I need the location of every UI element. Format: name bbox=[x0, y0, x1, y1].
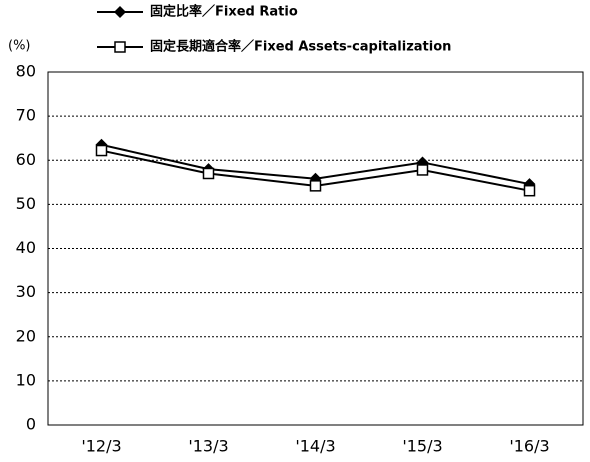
plot-frame bbox=[47, 71, 584, 426]
legend-label: 固定長期適合率／Fixed Assets-capitalization bbox=[150, 39, 451, 55]
y-tick-label: 80 bbox=[16, 62, 36, 81]
point bbox=[309, 180, 322, 192]
legend-marker bbox=[114, 41, 126, 53]
y-tick-label: 10 bbox=[16, 370, 36, 389]
x-tick-label: '16/3 bbox=[509, 437, 549, 456]
y-axis-unit: (%) bbox=[8, 39, 31, 54]
y-tick-label: 40 bbox=[16, 238, 36, 257]
point bbox=[523, 184, 536, 197]
legend-label: 固定比率／Fixed Ratio bbox=[150, 4, 298, 20]
y-tick-label: 0 bbox=[26, 415, 36, 434]
y-tick-label: 60 bbox=[16, 150, 36, 169]
x-tick-label: '14/3 bbox=[295, 437, 335, 456]
point bbox=[95, 144, 108, 157]
point bbox=[202, 167, 215, 180]
x-tick-label: '12/3 bbox=[81, 437, 121, 456]
legend-marker bbox=[114, 6, 126, 18]
x-tick-label: '13/3 bbox=[188, 437, 228, 456]
y-tick-label: 30 bbox=[16, 282, 36, 301]
point bbox=[416, 164, 429, 176]
y-tick-label: 70 bbox=[16, 106, 36, 125]
y-tick-label: 20 bbox=[16, 326, 36, 345]
y-tick-label: 50 bbox=[16, 194, 36, 213]
x-tick-label: '15/3 bbox=[402, 437, 442, 456]
